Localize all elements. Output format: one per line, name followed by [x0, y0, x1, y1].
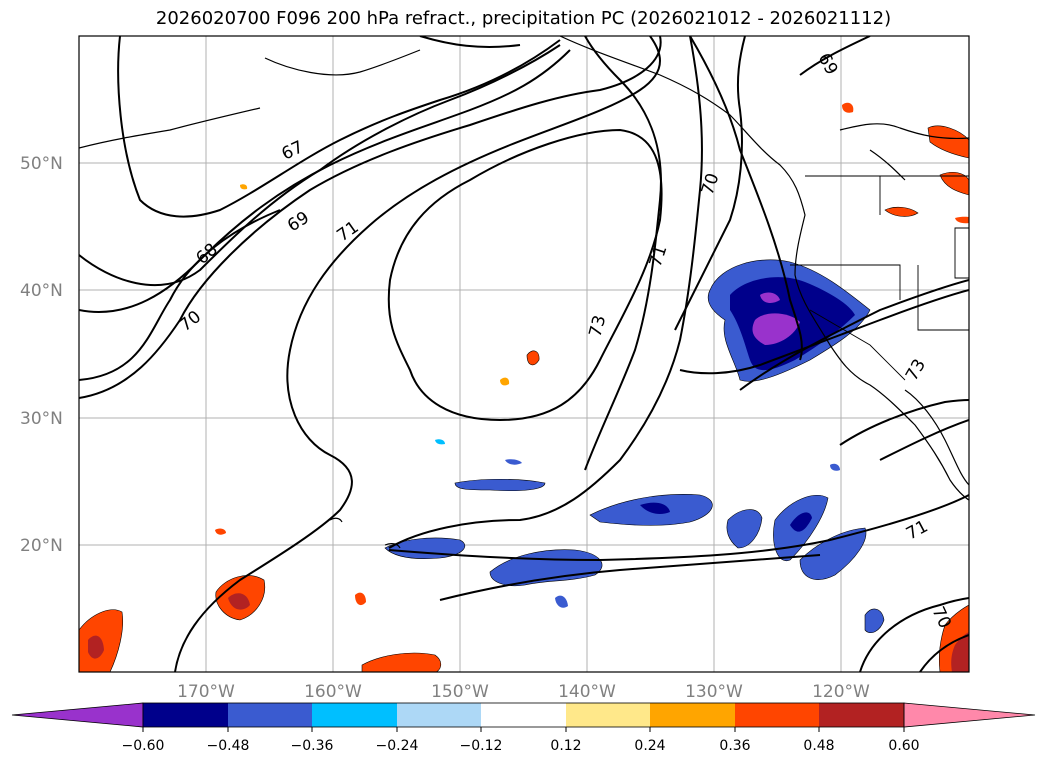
colorbar-segment-6 [566, 703, 650, 727]
lon-label-170w: 170°W [177, 682, 235, 702]
lon-label-120w: 120°W [812, 682, 870, 702]
lon-label-150w: 150°W [431, 682, 489, 702]
map-title: 2026020700 F096 200 hPa refract., precip… [155, 8, 892, 29]
colorbar-tick-1: −0.48 [207, 738, 250, 754]
colorbar-tick-4: −0.12 [460, 738, 503, 754]
latitude-labels: 50°N 40°N 30°N 20°N [20, 154, 63, 556]
colorbar-segment-7 [650, 703, 735, 727]
colorbar-tick-3: −0.24 [376, 738, 419, 754]
colorbar-segment-8 [735, 703, 819, 727]
colorbar-segment-4 [397, 703, 481, 727]
colorbar-extend-right [903, 702, 1036, 728]
colorbar: −0.60 −0.48 −0.36 −0.24 −0.12 0.12 0.24 … [11, 702, 1036, 754]
map-border [78, 35, 970, 673]
colorbar-segment-3 [312, 703, 397, 727]
colorbar-tick-6: 0.24 [634, 738, 665, 754]
colorbar-tick-8: 0.48 [803, 738, 834, 754]
lon-label-130w: 130°W [685, 682, 743, 702]
colorbar-segment-2 [228, 703, 312, 727]
longitude-labels: 170°W 160°W 150°W 140°W 130°W 120°W [177, 682, 870, 702]
colorbar-tick-7: 0.36 [719, 738, 750, 754]
refractivity-contours [79, 36, 969, 672]
colorbar-tick-5: 0.12 [550, 738, 581, 754]
colorbar-segment-5 [481, 703, 566, 727]
lat-label-50n: 50°N [20, 154, 63, 174]
colorbar-tick-9: 0.60 [888, 738, 919, 754]
lat-label-40n: 40°N [20, 281, 63, 301]
lat-label-30n: 30°N [20, 409, 63, 429]
colorbar-segment-9 [819, 703, 904, 727]
colorbar-tick-0: −0.60 [122, 738, 165, 754]
lon-label-140w: 140°W [558, 682, 616, 702]
lat-label-20n: 20°N [20, 536, 63, 556]
lon-label-160w: 160°W [304, 682, 362, 702]
colorbar-segment-1 [143, 703, 228, 727]
colorbar-extend-left [11, 702, 144, 728]
colorbar-tick-2: −0.36 [291, 738, 334, 754]
precip-positive [79, 102, 969, 672]
borders [790, 175, 969, 381]
